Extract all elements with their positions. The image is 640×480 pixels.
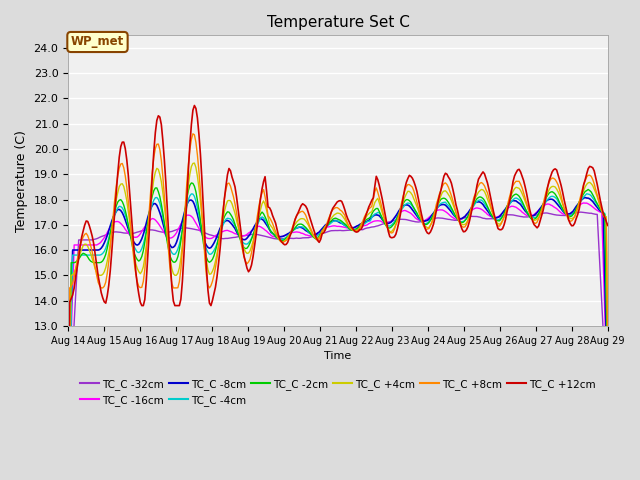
TC_C +12cm [302,203,310,209]
TC_C -8cm [604,399,612,405]
TC_C -4cm [604,358,612,364]
TC_C +4cm [244,250,252,256]
TC_C -4cm [243,241,251,247]
TC_C +4cm [227,198,234,204]
TC_C -32cm [574,209,582,215]
TC_C -32cm [225,235,233,241]
TC_C +12cm [131,251,138,256]
TC_C -16cm [252,225,260,230]
TC_C -8cm [64,420,72,426]
TC_C +8cm [302,212,310,218]
TC_C +4cm [302,218,310,224]
TC_C -8cm [225,218,233,224]
TC_C -8cm [300,226,308,232]
TC_C +4cm [191,160,198,166]
TC_C -4cm [225,216,233,221]
TC_C -8cm [581,195,589,201]
TC_C +4cm [253,219,261,225]
TC_C -4cm [131,244,138,250]
TC_C +8cm [253,212,261,217]
TC_C -16cm [225,228,233,234]
TC_C +12cm [575,206,583,212]
TC_C -2cm [188,180,195,186]
TC_C -16cm [574,204,582,210]
TC_C -32cm [300,235,308,241]
Legend: TC_C -32cm, TC_C -16cm, TC_C -8cm, TC_C -4cm, TC_C -2cm, TC_C +4cm, TC_C +8cm, T: TC_C -32cm, TC_C -16cm, TC_C -8cm, TC_C … [76,374,600,410]
Line: TC_C +4cm: TC_C +4cm [68,163,608,465]
Title: Temperature Set C: Temperature Set C [266,15,410,30]
TC_C -2cm [575,199,583,205]
TC_C +12cm [604,223,612,228]
TC_C +8cm [189,131,196,137]
TC_C -16cm [580,200,588,206]
TC_C +12cm [191,103,198,108]
TC_C -16cm [604,407,612,412]
TC_C +12cm [253,220,261,226]
X-axis label: Time: Time [324,351,351,361]
TC_C -32cm [252,231,260,237]
TC_C +8cm [131,260,138,265]
Line: TC_C -4cm: TC_C -4cm [68,194,608,455]
TC_C -2cm [604,388,612,394]
TC_C -32cm [577,209,584,215]
TC_C -16cm [243,231,251,237]
TC_C -32cm [131,230,138,236]
TC_C -16cm [300,231,308,237]
TC_C +12cm [227,168,234,174]
TC_C +12cm [244,269,252,275]
TC_C -32cm [64,431,72,436]
Text: WP_met: WP_met [71,36,124,48]
TC_C -2cm [253,218,261,224]
TC_C +8cm [227,183,234,189]
TC_C -8cm [574,202,582,207]
Y-axis label: Temperature (C): Temperature (C) [15,130,28,231]
TC_C +4cm [604,324,612,329]
Line: TC_C -8cm: TC_C -8cm [68,198,608,423]
TC_C -4cm [252,225,260,230]
TC_C +8cm [604,361,612,367]
TC_C -8cm [243,235,251,241]
TC_C +4cm [131,253,138,259]
Line: TC_C -16cm: TC_C -16cm [68,203,608,427]
TC_C -16cm [131,234,138,240]
TC_C -4cm [574,204,582,210]
TC_C -16cm [64,424,72,430]
TC_C -2cm [64,416,72,422]
TC_C -4cm [300,225,308,231]
TC_C +8cm [244,259,252,265]
Line: TC_C +12cm: TC_C +12cm [68,106,608,480]
Line: TC_C -32cm: TC_C -32cm [68,212,608,433]
TC_C -32cm [604,417,612,422]
TC_C -4cm [583,191,591,197]
TC_C +4cm [575,201,583,207]
TC_C +4cm [64,462,72,468]
TC_C -4cm [64,452,72,457]
TC_C +8cm [64,407,72,413]
TC_C +8cm [575,199,583,205]
TC_C -2cm [244,243,252,249]
TC_C -8cm [131,240,138,246]
TC_C -2cm [227,211,234,217]
TC_C -8cm [252,221,260,227]
TC_C +12cm [64,477,72,480]
TC_C -2cm [131,251,138,256]
Line: TC_C +8cm: TC_C +8cm [68,134,608,410]
TC_C -32cm [243,232,251,238]
TC_C -2cm [302,225,310,230]
Line: TC_C -2cm: TC_C -2cm [68,183,608,419]
